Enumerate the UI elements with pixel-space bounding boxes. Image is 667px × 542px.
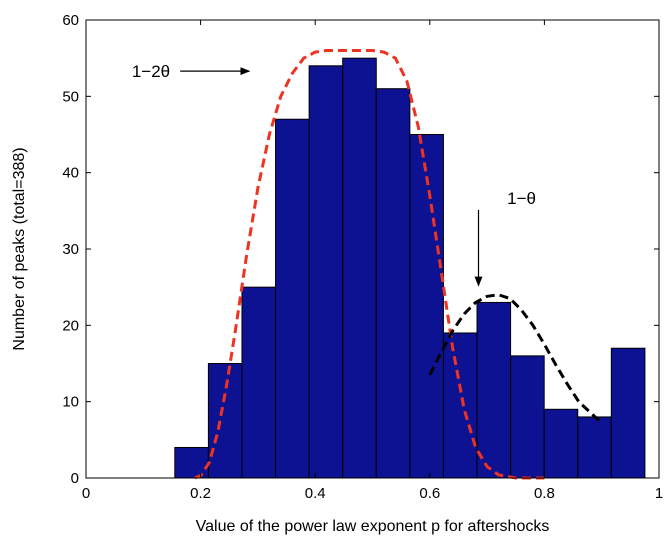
x-axis-label: Value of the power law exponent p for af… [196,518,550,535]
histogram-bar-13 [611,348,645,478]
annotation-label-1: 1−θ [507,189,536,208]
histogram-bar-0 [175,447,209,478]
histogram-bar-1 [208,364,242,479]
histogram-bar-6 [376,89,410,478]
histogram-bar-9 [477,302,511,478]
histogram-bar-3 [276,119,310,478]
y-axis-label: Number of peaks (total=388) [11,147,28,350]
x-tick-label-2: 0.4 [305,485,326,502]
histogram-bar-11 [544,409,578,478]
x-tick-label-3: 0.6 [419,485,440,502]
x-tick-label-1: 0.2 [190,485,211,502]
y-tick-label-4: 40 [62,165,79,182]
histogram-bar-7 [410,135,444,479]
y-tick-label-6: 60 [62,12,79,29]
y-tick-label-1: 10 [62,394,79,411]
y-tick-label-0: 0 [71,470,79,487]
annotation-label-0: 1−2θ [132,62,170,81]
x-tick-label-5: 1 [655,485,663,502]
histogram-bar-5 [343,58,377,478]
histogram-bar-12 [578,417,612,478]
histogram-bar-10 [511,356,545,478]
x-tick-label-4: 0.8 [534,485,555,502]
y-tick-label-2: 20 [62,317,79,334]
histogram-bar-2 [242,287,276,478]
y-tick-label-3: 30 [62,241,79,258]
y-tick-label-5: 50 [62,88,79,105]
histogram-bar-8 [443,333,477,478]
histogram-bar-4 [309,66,343,478]
x-tick-label-0: 0 [82,485,90,502]
